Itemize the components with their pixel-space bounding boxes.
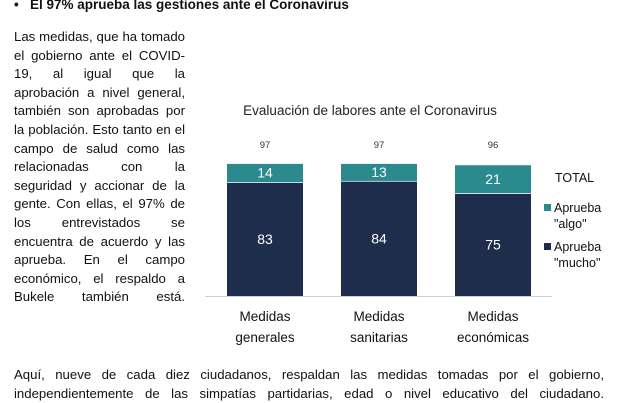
section-heading: • El 97% aprueba las gestiones ante el Co… [14, 0, 614, 17]
legend-swatch [544, 243, 551, 250]
legend-swatch [544, 204, 551, 211]
side-paragraph: Las medidas, que ha tomado el gobierno a… [14, 29, 185, 305]
stacked-bar-chart: Evaluación de labores ante el Coronaviru… [205, 103, 601, 345]
bar-segment [455, 164, 531, 194]
category-label: sanitarias [350, 330, 408, 345]
legend-label: Aprueba [554, 201, 601, 215]
bullet-icon: • [14, 0, 19, 12]
totals-legend-label: TOTAL [555, 171, 594, 185]
chart-title: Evaluación de labores ante el Coronaviru… [243, 103, 497, 118]
data-label: 14 [257, 165, 273, 181]
total-label: 97 [374, 140, 385, 151]
data-label: 75 [485, 237, 501, 253]
data-label: 21 [485, 171, 501, 187]
legend-label: "mucho" [554, 256, 600, 270]
bar-segment [341, 163, 417, 181]
data-label: 84 [371, 230, 387, 246]
bar-segment [341, 180, 417, 296]
bar-segment [227, 182, 303, 296]
bar-segment [227, 163, 303, 183]
legend-label: "algo" [554, 217, 587, 231]
category-label: Medidas [467, 309, 518, 324]
data-label: 83 [257, 231, 273, 247]
total-label: 97 [260, 140, 271, 151]
category-label: económicas [457, 330, 529, 345]
bar-segment [455, 193, 531, 296]
data-label: 13 [371, 164, 387, 180]
category-label: Medidas [239, 309, 290, 324]
tail-paragraph: Aquí, nueve de cada diez ciudadanos, res… [14, 367, 604, 401]
total-label: 96 [488, 140, 499, 151]
category-label: generales [235, 330, 295, 345]
legend-label: Aprueba [554, 240, 601, 254]
category-label: Medidas [353, 309, 404, 324]
section-heading-text: El 97% aprueba las gestiones ante el Cor… [30, 0, 349, 12]
